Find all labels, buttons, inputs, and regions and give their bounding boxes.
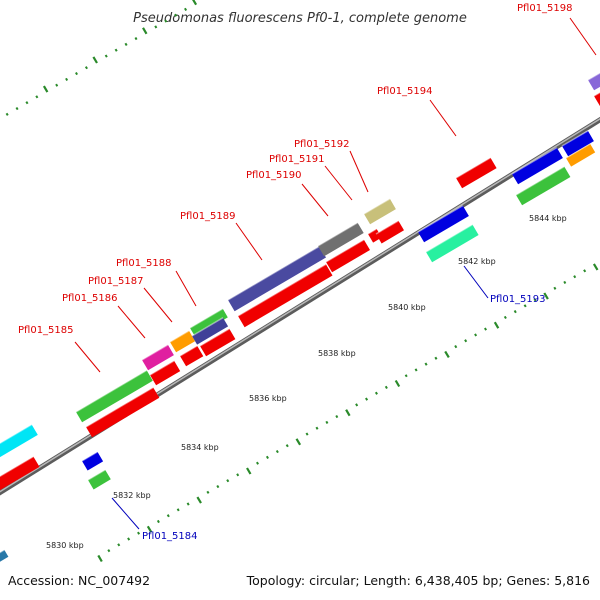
- gene-label-pfl01-5191[interactable]: Pfl01_5191: [269, 154, 353, 201]
- leader-line: [111, 497, 140, 530]
- gene-label-pfl01-5198[interactable]: Pfl01_5198: [517, 3, 597, 56]
- leader-line: [429, 99, 457, 137]
- leader-line: [235, 222, 263, 261]
- gene-block-green-2[interactable]: [515, 165, 571, 206]
- gene-block-red-9[interactable]: [375, 220, 404, 244]
- gene-block-red-5[interactable]: [199, 328, 236, 357]
- gene-label-text[interactable]: Pfl01_5198: [517, 3, 573, 14]
- tick-label-5842: 5842 kbp: [458, 257, 496, 266]
- gene-label-text[interactable]: Pfl01_5186: [62, 293, 118, 304]
- gene-label-pfl01-5185[interactable]: Pfl01_5185: [18, 325, 101, 373]
- gene-block-orange-2[interactable]: [565, 143, 596, 167]
- gene-block-blue-1[interactable]: [511, 146, 563, 185]
- tick-label-5834: 5834 kbp: [181, 443, 219, 452]
- gene-block-grey-5190[interactable]: [317, 222, 364, 257]
- gene-block-mint-5193[interactable]: [425, 223, 479, 263]
- gene-label-text[interactable]: Pfl01_5191: [269, 154, 325, 165]
- gene-block-blue-5184[interactable]: [81, 451, 104, 471]
- leader-line: [117, 305, 146, 339]
- ring-outer: [5, 0, 198, 116]
- leader-line: [143, 287, 173, 323]
- gene-block-khaki-5192[interactable]: [363, 198, 396, 225]
- gene-label-pfl01-5187[interactable]: Pfl01_5187: [88, 276, 173, 323]
- tick-labels: 5830 kbp 5832 kbp 5834 kbp 5836 kbp 5838…: [46, 214, 567, 550]
- gene-block-blue-2[interactable]: [561, 130, 594, 157]
- gene-label-pfl01-5186[interactable]: Pfl01_5186: [62, 293, 146, 339]
- gene-label-text[interactable]: Pfl01_5188: [116, 258, 172, 269]
- gene-label-pfl01-5189[interactable]: Pfl01_5189: [180, 211, 263, 261]
- gene-label-text[interactable]: Pfl01_5187: [88, 276, 144, 287]
- leader-line: [175, 270, 197, 307]
- gene-block-red-2[interactable]: [85, 386, 160, 438]
- gene-block-teal[interactable]: [0, 549, 9, 563]
- tick-label-5836: 5836 kbp: [249, 394, 287, 403]
- gene-block-red-1[interactable]: [0, 455, 40, 499]
- leader-line: [74, 341, 101, 373]
- gene-block-blue-5193[interactable]: [417, 204, 469, 243]
- tick-label-5840: 5840 kbp: [388, 303, 426, 312]
- gene-block-red-4[interactable]: [179, 345, 204, 367]
- gene-label-pfl01-5193[interactable]: Pfl01_5193: [463, 265, 546, 305]
- map-title: Pseudomonas fluorescens Pf0-1, complete …: [133, 11, 467, 26]
- gene-label-text[interactable]: Pfl01_5184: [142, 531, 198, 542]
- gene-block-navy-5188[interactable]: [191, 317, 229, 345]
- gene-label-text[interactable]: Pfl01_5193: [490, 294, 546, 305]
- gene-block-red-6[interactable]: [237, 263, 333, 328]
- gene-label-pfl01-5192[interactable]: Pfl01_5192: [294, 139, 369, 193]
- gene-block-red-10[interactable]: [593, 86, 600, 107]
- gene-block-green-5184[interactable]: [87, 469, 111, 490]
- leader-line: [569, 17, 597, 56]
- leader-line: [301, 183, 329, 217]
- gene-block-navy-5189[interactable]: [227, 245, 326, 312]
- gene-block-orange-5187[interactable]: [169, 330, 195, 353]
- gene-block-red-7[interactable]: [325, 239, 370, 273]
- gene-label-text[interactable]: Pfl01_5185: [18, 325, 74, 336]
- gene-block-cyan[interactable]: [0, 423, 38, 466]
- gene-label-text[interactable]: Pfl01_5192: [294, 139, 350, 150]
- tick-label-5844: 5844 kbp: [529, 214, 567, 223]
- leader-line: [463, 265, 489, 299]
- gene-block-red-8[interactable]: [367, 228, 382, 243]
- gene-block-magenta-5186[interactable]: [141, 344, 174, 371]
- backbone: [0, 116, 600, 496]
- leader-line: [349, 150, 369, 193]
- tick-label-5830: 5830 kbp: [46, 541, 84, 550]
- accession-text: Accession: NC_007492: [8, 573, 150, 588]
- gene-block-green-5185[interactable]: [75, 369, 153, 423]
- gene-label-text[interactable]: Pfl01_5190: [246, 170, 302, 181]
- gene-label-pfl01-5190[interactable]: Pfl01_5190: [246, 170, 329, 217]
- gene-label-pfl01-5184[interactable]: Pfl01_5184: [111, 497, 198, 542]
- gene-block-red-5194[interactable]: [455, 157, 497, 189]
- gene-block-green-5188[interactable]: [189, 308, 228, 337]
- genome-summary-text: Topology: circular; Length: 6,438,405 bp…: [246, 573, 590, 588]
- gene-block-purple-5198[interactable]: [587, 65, 600, 91]
- tick-label-5838: 5838 kbp: [318, 349, 356, 358]
- gene-label-pfl01-5194[interactable]: Pfl01_5194: [377, 86, 457, 137]
- feature-layer: [0, 65, 600, 563]
- leader-line: [324, 165, 353, 201]
- tick-marks-layer: [5, 0, 599, 563]
- gene-label-text[interactable]: Pfl01_5194: [377, 86, 433, 97]
- label-layer: Pfl01_5184 Pfl01_5185 Pfl01_5186 Pfl01_5187…: [18, 3, 597, 542]
- gene-label-pfl01-5188[interactable]: Pfl01_5188: [116, 258, 197, 307]
- ring-inner: [97, 263, 599, 563]
- tick-label-5832: 5832 kbp: [113, 491, 151, 500]
- gene-label-text[interactable]: Pfl01_5189: [180, 211, 236, 222]
- gene-block-red-3[interactable]: [149, 360, 181, 386]
